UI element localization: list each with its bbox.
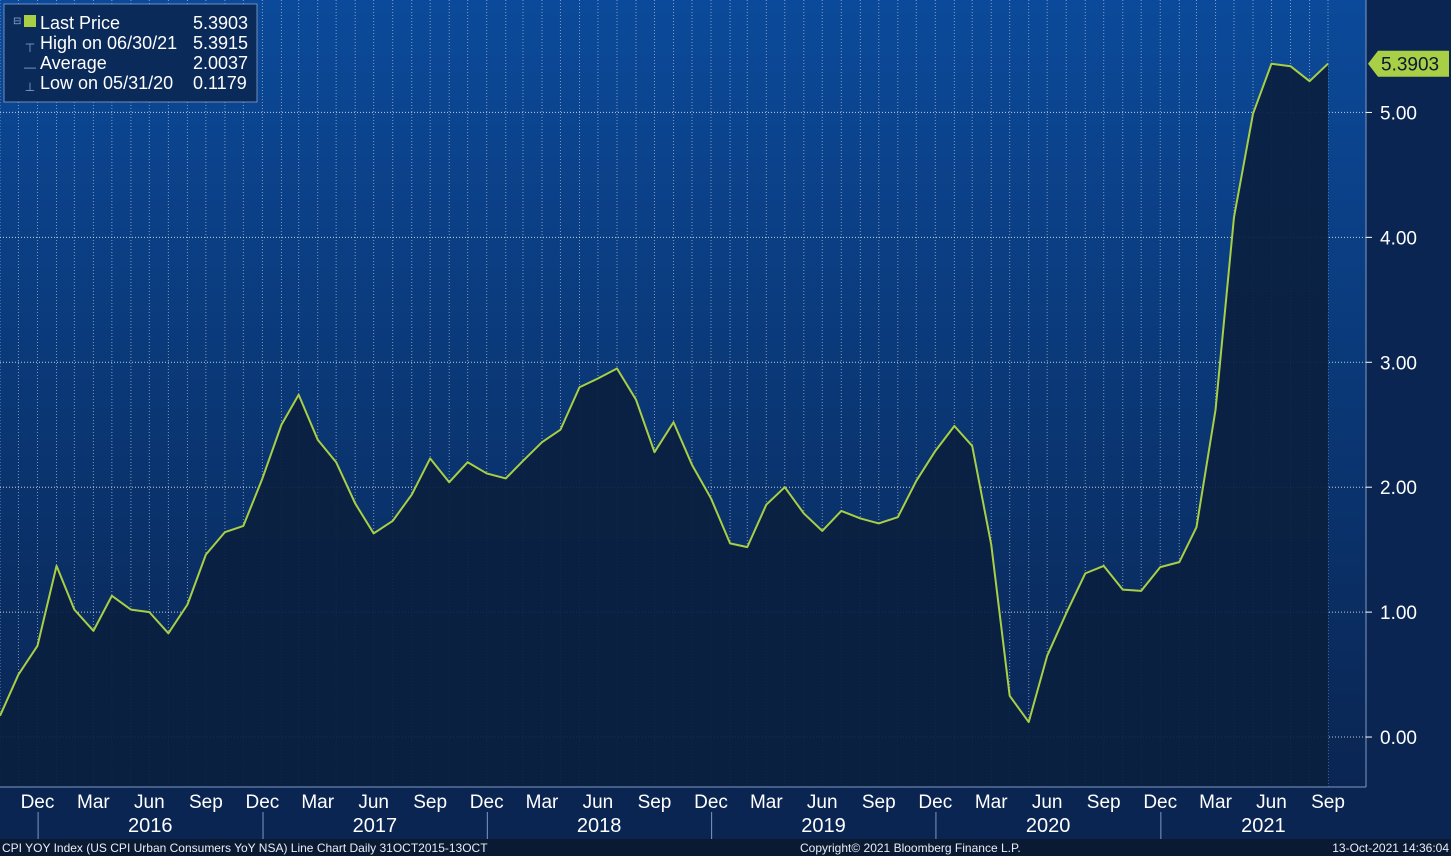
x-tick-label: Dec bbox=[21, 792, 55, 813]
x-axis: Dec Mar Jun Sep Dec Mar Jun Sep Dec Mar Jun Sep Dec M… bbox=[21, 792, 1345, 839]
legend-average-label: Average bbox=[40, 53, 107, 73]
y-tick-label: 3.00 bbox=[1380, 353, 1417, 374]
y-tick-label: 1.00 bbox=[1380, 603, 1417, 624]
x-tick-label: Sep bbox=[862, 792, 896, 813]
x-tick-label: Mar bbox=[77, 792, 110, 813]
y-tick-label: 4.00 bbox=[1380, 228, 1417, 249]
x-tick-label: Jun bbox=[807, 792, 838, 813]
y-tick-label: 0.00 bbox=[1380, 728, 1417, 749]
x-tick-label: Jun bbox=[1032, 792, 1063, 813]
y-axis-band bbox=[1366, 0, 1451, 787]
x-tick-label: Dec bbox=[1143, 792, 1177, 813]
footer-source: CPI YOY Index (US CPI Urban Consumers Yo… bbox=[2, 841, 488, 855]
x-tick-label: Sep bbox=[1311, 792, 1345, 813]
x-tick-label: Dec bbox=[694, 792, 728, 813]
x-tick-label: Dec bbox=[246, 792, 280, 813]
x-tick-label: Sep bbox=[189, 792, 223, 813]
x-axis-band bbox=[0, 787, 1451, 839]
year-label: 2020 bbox=[1026, 815, 1071, 837]
legend-box bbox=[3, 3, 258, 103]
legend-low-value: 0.1179 bbox=[193, 73, 247, 93]
y-tick-label: 5.00 bbox=[1380, 103, 1417, 124]
x-tick-label: Jun bbox=[583, 792, 614, 813]
x-tick-label: Jun bbox=[358, 792, 389, 813]
year-label: 2016 bbox=[128, 815, 173, 837]
x-tick-label: Sep bbox=[638, 792, 672, 813]
high-marker-icon: ⊤ bbox=[25, 41, 35, 55]
legend-average-value: 2.0037 bbox=[193, 53, 248, 73]
legend: ⊤ — ⊥ ⊟ Last Price 5.3903 High on 06/30/… bbox=[3, 3, 258, 103]
x-tick-label: Mar bbox=[975, 792, 1008, 813]
x-tick-label: Sep bbox=[1087, 792, 1121, 813]
low-marker-icon: ⊥ bbox=[25, 80, 35, 94]
y-tick-label: 2.00 bbox=[1380, 478, 1417, 499]
footer-timestamp: 13-Oct-2021 14:36:04 bbox=[1332, 841, 1449, 855]
x-tick-label: Mar bbox=[301, 792, 334, 813]
collapse-icon[interactable]: ⊟ bbox=[13, 16, 21, 27]
last-price-tag-shape bbox=[1368, 50, 1449, 77]
series-area bbox=[0, 63, 1328, 787]
legend-high-value: 5.3915 bbox=[193, 33, 248, 53]
last-price-tag: 5.3903 bbox=[1368, 50, 1449, 77]
last-price-marker-icon bbox=[24, 15, 36, 27]
average-marker-icon: — bbox=[24, 60, 36, 74]
x-tick-label: Sep bbox=[413, 792, 447, 813]
series-line bbox=[0, 62, 1329, 724]
x-tick-label: Jun bbox=[134, 792, 165, 813]
x-tick-label: Mar bbox=[526, 792, 559, 813]
year-label: 2017 bbox=[353, 815, 398, 837]
legend-low-label: Low on 05/31/20 bbox=[40, 73, 173, 93]
footer-copyright: Copyright© 2021 Bloomberg Finance L.P. bbox=[800, 841, 1021, 855]
y-axis: 0.00 1.00 2.00 3.00 4.00 5.00 bbox=[1366, 103, 1417, 749]
x-tick-label: Dec bbox=[918, 792, 952, 813]
x-tick-label: Mar bbox=[750, 792, 783, 813]
x-tick-label: Jun bbox=[1256, 792, 1287, 813]
footer-band bbox=[0, 839, 1451, 856]
x-tick-label: Dec bbox=[470, 792, 504, 813]
year-label: 2019 bbox=[801, 815, 846, 837]
area-fill bbox=[0, 63, 1328, 787]
last-price-tag-label: 5.3903 bbox=[1381, 55, 1439, 76]
price-series bbox=[0, 62, 1329, 724]
legend-last-price-value: 5.3903 bbox=[193, 13, 248, 33]
year-label: 2021 bbox=[1241, 815, 1286, 837]
legend-high-label: High on 06/30/21 bbox=[40, 33, 177, 53]
x-tick-label: Mar bbox=[1199, 792, 1232, 813]
year-label: 2018 bbox=[577, 815, 622, 837]
legend-last-price-label: Last Price bbox=[40, 13, 120, 33]
